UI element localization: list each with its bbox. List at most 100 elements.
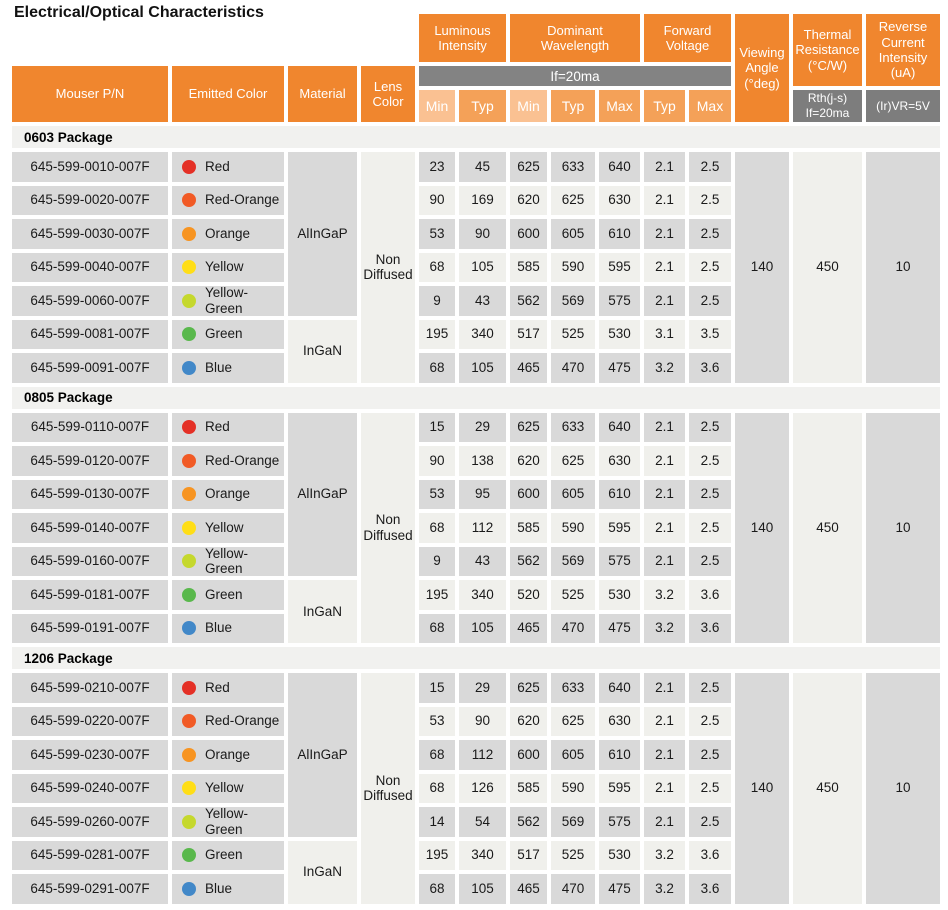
value-cell: 340	[459, 840, 506, 870]
value-cell: 2.5	[689, 513, 731, 543]
value-cell: 2.5	[689, 706, 731, 736]
emitted-color-cell: Blue	[172, 613, 284, 643]
color-dot-icon	[182, 520, 196, 535]
part-number-cell: 645-599-0130-007F	[12, 479, 168, 509]
value-cell: 2.5	[689, 673, 731, 703]
value-cell: 595	[599, 252, 640, 282]
value-cell: 43	[459, 546, 506, 576]
value-cell: 640	[599, 152, 640, 182]
part-number-cell: 645-599-0281-007F	[12, 840, 168, 870]
value-cell: 43	[459, 286, 506, 316]
package-band-label: 1206 Package	[12, 647, 940, 669]
emitted-color-cell: Green	[172, 319, 284, 349]
value-cell: 2.5	[689, 740, 731, 770]
value-cell: 105	[459, 874, 506, 904]
emitted-color-label: Red-Orange	[205, 192, 280, 208]
color-dot-icon	[182, 420, 196, 435]
value-cell: 530	[599, 319, 640, 349]
column-header-mouser-pn: Mouser P/N	[12, 66, 168, 122]
thermal-resistance-cell: 450	[793, 412, 862, 643]
value-cell: 595	[599, 773, 640, 803]
value-cell: 520	[510, 580, 547, 610]
reverse-current-cell: 10	[866, 152, 940, 383]
package-band-label: 0805 Package	[12, 386, 940, 409]
material-cell: AlInGaP	[288, 673, 357, 837]
value-cell: 605	[551, 479, 595, 509]
value-cell: 95	[459, 479, 506, 509]
value-cell: 620	[510, 706, 547, 736]
emitted-color-cell: Red	[172, 412, 284, 442]
emitted-color-cell: Yellow	[172, 252, 284, 282]
value-cell: 470	[551, 353, 595, 383]
value-cell: 633	[551, 412, 595, 442]
color-dot-icon	[182, 587, 196, 602]
color-dot-icon	[182, 714, 196, 729]
value-cell: 625	[510, 412, 547, 442]
value-cell: 562	[510, 807, 547, 837]
value-cell: 2.1	[644, 706, 685, 736]
subheader-voltage-max: Max	[689, 90, 731, 122]
emitted-color-label: Yellow	[205, 259, 244, 275]
emitted-color-cell: Green	[172, 840, 284, 870]
value-cell: 625	[551, 185, 595, 215]
value-cell: 2.1	[644, 412, 685, 442]
value-cell: 2.1	[644, 446, 685, 476]
value-cell: 600	[510, 740, 547, 770]
value-cell: 590	[551, 773, 595, 803]
material-cell: AlInGaP	[288, 412, 357, 576]
reverse-current-cell: 10	[866, 412, 940, 643]
value-cell: 90	[419, 446, 455, 476]
emitted-color-label: Orange	[205, 225, 251, 241]
value-cell: 3.6	[689, 613, 731, 643]
value-cell: 2.1	[644, 479, 685, 509]
part-number-cell: 645-599-0120-007F	[12, 446, 168, 476]
value-cell: 68	[419, 773, 455, 803]
value-cell: 562	[510, 546, 547, 576]
value-cell: 525	[551, 319, 595, 349]
emitted-color-cell: Orange	[172, 219, 284, 249]
emitted-color-label: Orange	[205, 486, 251, 502]
package-section: 0805 Package 645-599-0110-007F Red 15 29 625 6…	[12, 386, 948, 643]
value-cell: 630	[599, 446, 640, 476]
material-cell: InGaN	[288, 319, 357, 383]
color-dot-icon	[182, 293, 196, 308]
emitted-color-cell: Green	[172, 580, 284, 610]
value-cell: 633	[551, 673, 595, 703]
part-number-cell: 645-599-0091-007F	[12, 353, 168, 383]
value-cell: 2.5	[689, 807, 731, 837]
condition-bar: If=20ma	[419, 66, 731, 86]
value-cell: 90	[419, 185, 455, 215]
value-cell: 575	[599, 286, 640, 316]
value-cell: 2.5	[689, 446, 731, 476]
emitted-color-label: Red	[205, 158, 230, 174]
value-cell: 517	[510, 840, 547, 870]
emitted-color-cell: Red	[172, 152, 284, 182]
value-cell: 569	[551, 286, 595, 316]
value-cell: 569	[551, 546, 595, 576]
value-cell: 3.2	[644, 613, 685, 643]
color-dot-icon	[182, 814, 196, 829]
value-cell: 630	[599, 706, 640, 736]
part-number-cell: 645-599-0020-007F	[12, 185, 168, 215]
color-dot-icon	[182, 360, 196, 375]
subheader-wavelength-max: Max	[599, 90, 640, 122]
color-dot-icon	[182, 159, 196, 174]
value-cell: 3.2	[644, 580, 685, 610]
part-number-cell: 645-599-0181-007F	[12, 580, 168, 610]
value-cell: 630	[599, 185, 640, 215]
column-header-reverse-current: Reverse Current Intensity (uA)	[866, 14, 940, 86]
color-dot-icon	[182, 680, 196, 695]
value-cell: 90	[459, 706, 506, 736]
emitted-color-label: Yellow	[205, 780, 244, 796]
value-cell: 195	[419, 319, 455, 349]
emitted-color-cell: Red	[172, 673, 284, 703]
reverse-current-cell: 10	[866, 673, 940, 904]
value-cell: 2.5	[689, 773, 731, 803]
value-cell: 475	[599, 353, 640, 383]
value-cell: 53	[419, 479, 455, 509]
emitted-color-cell: Red-Orange	[172, 446, 284, 476]
color-dot-icon	[182, 260, 196, 275]
value-cell: 2.5	[689, 152, 731, 182]
value-cell: 90	[459, 219, 506, 249]
